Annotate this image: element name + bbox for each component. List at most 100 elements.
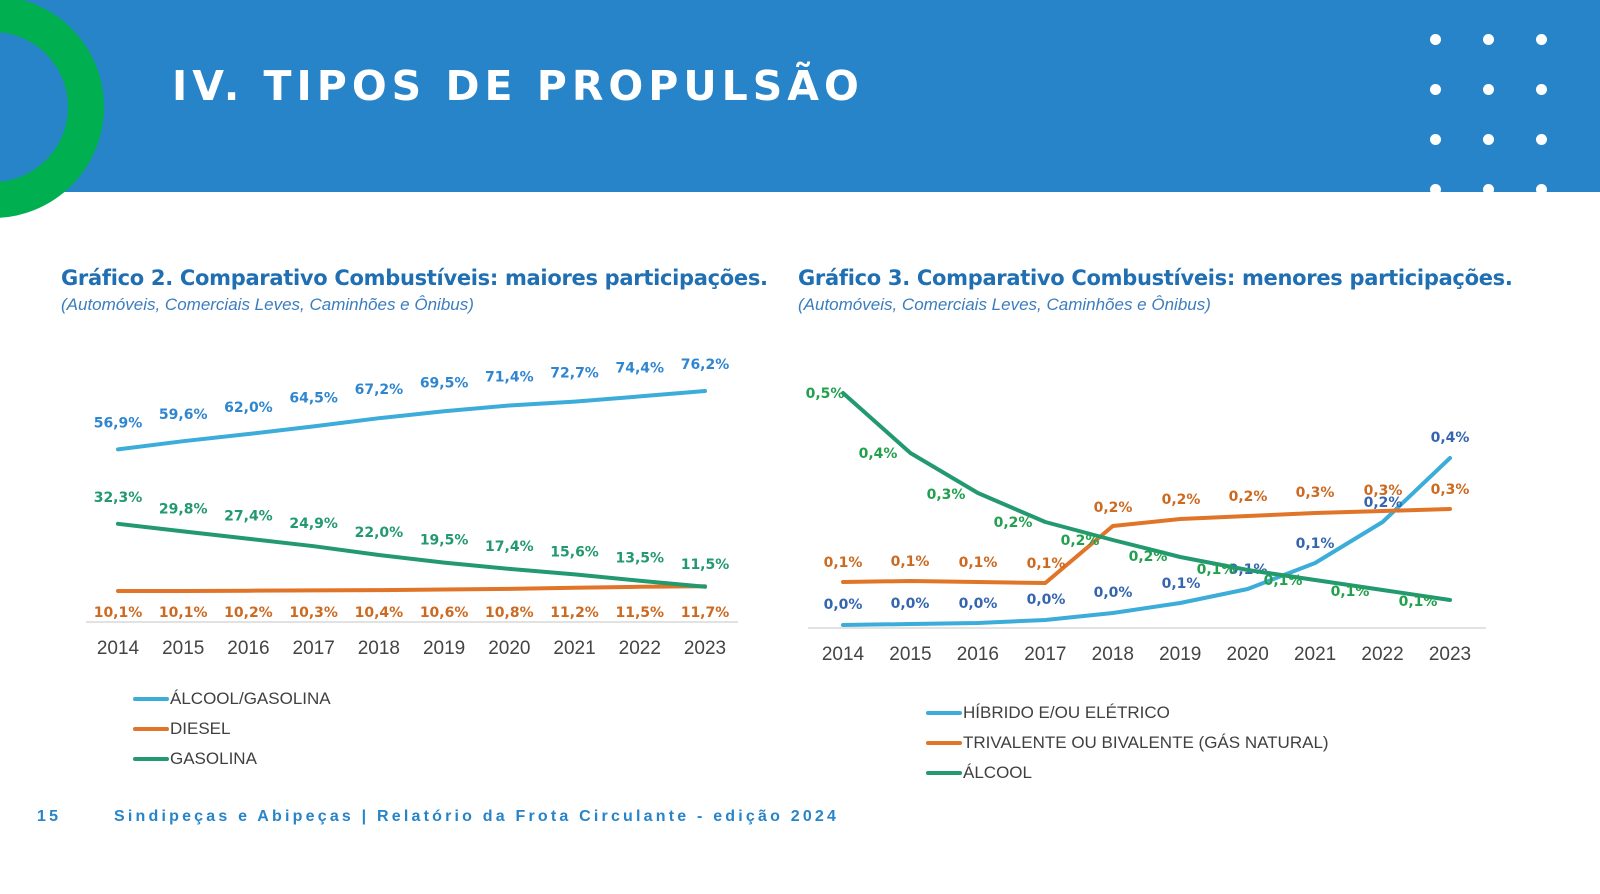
decorative-dot: [1430, 34, 1441, 45]
data-label: 11,5%: [681, 557, 730, 573]
data-label: 10,1%: [94, 605, 143, 621]
chart-2-title: Gráfico 2. Comparativo Combustíveis: mai…: [61, 266, 768, 290]
data-label: 10,4%: [355, 605, 404, 621]
legend-label: GASOLINA: [170, 749, 257, 768]
data-label: 74,4%: [615, 360, 664, 376]
series-line-diesel: [116, 584, 707, 593]
data-label: 11,2%: [550, 605, 599, 621]
legend-item: HÍBRIDO E/OU ELÉTRICO: [926, 698, 1329, 728]
series-line--lcool-gasolina: [116, 389, 707, 452]
header-banner: IV. TIPOS DE PROPULSÃO: [0, 0, 1600, 218]
page-title: IV. TIPOS DE PROPULSÃO: [172, 62, 864, 110]
data-label: 10,2%: [224, 605, 273, 621]
data-label: 0,4%: [859, 446, 898, 462]
x-tick-label: 2014: [97, 638, 140, 659]
data-label: 71,4%: [485, 370, 534, 386]
x-tick-label: 2022: [619, 638, 661, 659]
data-label: 11,7%: [681, 605, 730, 621]
data-label: 10,3%: [289, 605, 338, 621]
data-label: 29,8%: [159, 501, 208, 517]
x-tick-label: 2017: [293, 638, 335, 659]
data-label: 0,0%: [1027, 592, 1066, 608]
data-label: 0,2%: [1364, 495, 1403, 511]
series-line-trivalente-ou-bivalente-g-s-natural-: [841, 507, 1452, 585]
footer-text: Sindipeças e Abipeças | Relatório da Fro…: [114, 808, 840, 825]
x-tick-label: 2022: [1361, 644, 1403, 665]
decorative-dot: [1483, 184, 1494, 192]
x-tick-label: 2021: [1294, 644, 1336, 665]
legend-swatch: [133, 697, 169, 701]
data-label: 0,0%: [1094, 585, 1133, 601]
data-label: 24,9%: [289, 516, 338, 532]
data-label: 0,2%: [1129, 549, 1168, 565]
data-label: 0,2%: [994, 515, 1033, 531]
data-label: 0,5%: [806, 386, 845, 402]
data-label: 0,1%: [824, 555, 863, 571]
data-label: 0,1%: [1027, 556, 1066, 572]
data-label: 59,6%: [159, 407, 208, 423]
data-label: 0,1%: [1296, 536, 1335, 552]
x-tick-label: 2014: [822, 644, 865, 665]
data-label: 0,1%: [959, 555, 998, 571]
x-tick-label: 2016: [957, 644, 999, 665]
data-label: 27,4%: [224, 509, 273, 525]
data-label: 10,8%: [485, 605, 534, 621]
x-tick-label: 2015: [889, 644, 931, 665]
data-label: 0,3%: [927, 487, 966, 503]
legend-label: ÁLCOOL: [963, 763, 1032, 782]
decorative-dot: [1430, 184, 1441, 192]
data-label: 0,0%: [891, 596, 930, 612]
data-label: 67,2%: [355, 382, 404, 398]
decorative-dot: [1536, 84, 1547, 95]
data-label: 10,6%: [420, 605, 469, 621]
x-tick-label: 2020: [488, 638, 530, 659]
x-tick-label: 2017: [1024, 644, 1066, 665]
x-tick-label: 2016: [227, 638, 269, 659]
data-label: 0,3%: [1364, 483, 1403, 499]
chart-2-legend: ÁLCOOL/GASOLINA DIESEL GASOLINA: [133, 684, 331, 774]
series-line-gasolina: [116, 521, 707, 589]
data-label: 0,3%: [1431, 482, 1470, 498]
x-tick-label: 2021: [553, 638, 595, 659]
decorative-dot: [1483, 134, 1494, 145]
decorative-dot: [1536, 134, 1547, 145]
legend-item: ÁLCOOL: [926, 758, 1329, 788]
x-tick-label: 2015: [162, 638, 204, 659]
legend-swatch: [926, 711, 962, 715]
legend-swatch: [133, 757, 169, 761]
data-label: 0,4%: [1431, 430, 1470, 446]
legend-swatch: [926, 771, 962, 775]
chart-3-subtitle: (Automóveis, Comerciais Leves, Caminhões…: [798, 295, 1211, 314]
x-tick-label: 2019: [1159, 644, 1201, 665]
series-line--lcool: [841, 391, 1452, 602]
legend-label: TRIVALENTE OU BIVALENTE (GÁS NATURAL): [963, 733, 1329, 752]
legend-swatch: [133, 727, 169, 731]
decorative-dot: [1483, 84, 1494, 95]
data-label: 56,9%: [94, 415, 143, 431]
decorative-dot: [1536, 34, 1547, 45]
data-label: 13,5%: [615, 551, 664, 567]
data-label: 19,5%: [420, 533, 469, 549]
x-tick-label: 2019: [423, 638, 465, 659]
data-label: 62,0%: [224, 400, 273, 416]
data-label: 0,2%: [1162, 492, 1201, 508]
decorative-dot: [1536, 184, 1547, 192]
series-line-h-brido-e-ou-el-trico: [841, 456, 1452, 627]
x-tick-label: 2023: [684, 638, 726, 659]
data-label: 15,6%: [550, 544, 599, 560]
data-label: 0,2%: [1094, 500, 1133, 516]
chart-2-subtitle: (Automóveis, Comerciais Leves, Caminhões…: [61, 295, 474, 314]
data-label: 0,3%: [1296, 485, 1335, 501]
data-label: 0,0%: [824, 597, 863, 613]
data-label: 0,0%: [959, 596, 998, 612]
decorative-dot: [1430, 134, 1441, 145]
data-label: 0,2%: [1061, 533, 1100, 549]
chart-3-legend: HÍBRIDO E/OU ELÉTRICO TRIVALENTE OU BIVAL…: [926, 698, 1329, 788]
data-label: 0,1%: [1197, 562, 1236, 578]
data-label: 0,1%: [891, 554, 930, 570]
x-tick-label: 2018: [358, 638, 400, 659]
x-tick-label: 2018: [1092, 644, 1134, 665]
data-label: 76,2%: [681, 357, 730, 373]
data-label: 0,2%: [1229, 489, 1268, 505]
